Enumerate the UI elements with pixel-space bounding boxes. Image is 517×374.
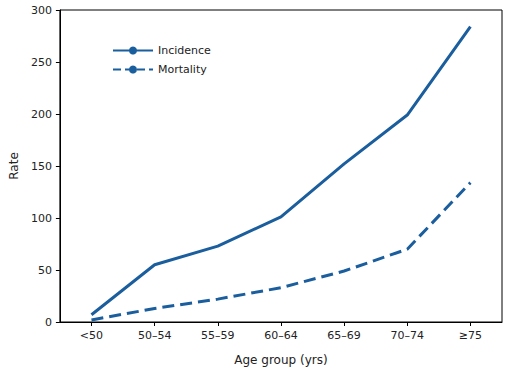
svg-text:0: 0	[45, 316, 52, 329]
svg-text:65–69: 65–69	[327, 329, 361, 342]
svg-text:<50: <50	[80, 329, 103, 342]
svg-text:300: 300	[31, 4, 52, 17]
svg-text:Age group (yrs): Age group (yrs)	[234, 353, 327, 367]
svg-text:50–54: 50–54	[138, 329, 172, 342]
svg-text:100: 100	[31, 212, 52, 225]
svg-text:55–59: 55–59	[201, 329, 235, 342]
svg-text:50: 50	[38, 264, 52, 277]
svg-text:70–74: 70–74	[391, 329, 425, 342]
svg-text:≥75: ≥75	[459, 329, 482, 342]
svg-text:150: 150	[31, 160, 52, 173]
svg-text:Rate: Rate	[7, 152, 21, 180]
svg-text:60–64: 60–64	[264, 329, 298, 342]
svg-text:Mortality: Mortality	[158, 63, 207, 76]
svg-text:250: 250	[31, 56, 52, 69]
svg-text:Incidence: Incidence	[158, 44, 211, 57]
svg-text:200: 200	[31, 108, 52, 121]
